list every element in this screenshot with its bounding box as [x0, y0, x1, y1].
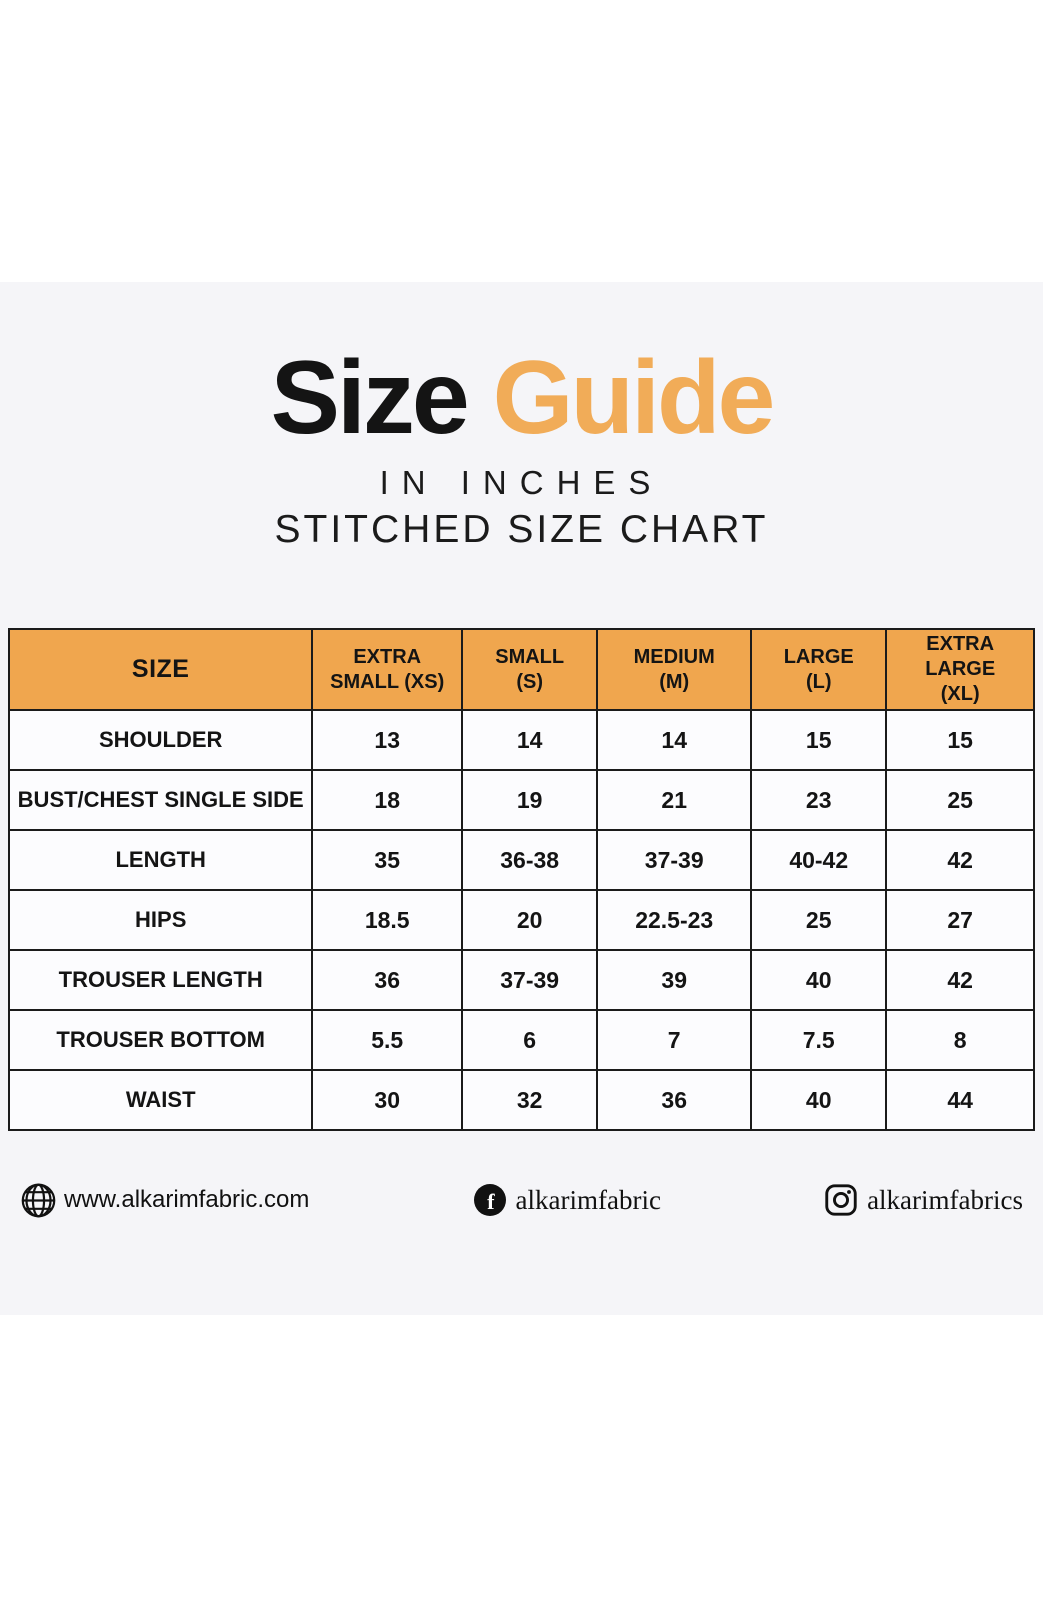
size-value-cell: 30 [311, 1069, 464, 1131]
column-header: MEDIUM (M) [596, 628, 753, 711]
size-value-cell: 22.5-23 [596, 889, 753, 951]
size-value-cell: 21 [596, 769, 753, 831]
footer-website: www.alkarimfabric.com [20, 1182, 309, 1219]
column-header-size: SIZE [7, 628, 314, 711]
size-value-cell: 27 [885, 889, 1035, 951]
size-value-cell: 36 [311, 949, 464, 1011]
subtitle-stitched-size-chart: STITCHED SIZE CHART [274, 508, 769, 552]
footer-instagram: alkarimfabrics [825, 1184, 1023, 1216]
size-value-cell: 35 [311, 829, 464, 891]
globe-icon [20, 1182, 57, 1219]
size-table-header-row: SIZE EXTRA SMALL (XS) SMALL (S) MEDIUM (M) L… [7, 628, 1035, 711]
title-word-size: Size [270, 340, 470, 456]
size-value-cell: 19 [461, 769, 599, 831]
size-value-cell: 25 [885, 769, 1035, 831]
row-label: SHOULDER [7, 709, 314, 771]
size-value-cell: 39 [596, 949, 753, 1011]
size-value-cell: 23 [750, 769, 888, 831]
size-table: SIZE EXTRA SMALL (XS) SMALL (S) MEDIUM (M) L… [7, 628, 1035, 1131]
size-value-cell: 44 [885, 1069, 1035, 1131]
size-value-cell: 36 [596, 1069, 753, 1131]
row-label: LENGTH [7, 829, 314, 891]
facebook-icon: f [473, 1184, 506, 1216]
size-value-cell: 42 [885, 949, 1035, 1011]
title-block: Size Guide IN INCHES STITCHED SIZE CHART [0, 282, 1043, 552]
size-value-cell: 20 [461, 889, 599, 951]
svg-text:f: f [487, 1189, 495, 1214]
footer-facebook: f alkarimfabric [473, 1184, 661, 1216]
row-label: WAIST [7, 1069, 314, 1131]
size-value-cell: 36-38 [461, 829, 599, 891]
size-value-cell: 6 [461, 1009, 599, 1071]
row-label: BUST/CHEST SINGLE SIDE [7, 769, 314, 831]
facebook-handle: alkarimfabric [515, 1184, 661, 1215]
table-row: HIPS 18.5 20 22.5-23 25 27 [7, 889, 1035, 951]
size-table-wrapper: SIZE EXTRA SMALL (XS) SMALL (S) MEDIUM (M) L… [7, 628, 1035, 1131]
row-label: TROUSER LENGTH [7, 949, 314, 1011]
size-table-body: SHOULDER 13 14 14 15 15 BUST/CHEST SINGLE SIDE… [7, 709, 1035, 1131]
row-label: TROUSER BOTTOM [7, 1009, 314, 1071]
size-value-cell: 18 [311, 769, 464, 831]
size-value-cell: 15 [885, 709, 1035, 771]
row-label: HIPS [7, 889, 314, 951]
size-value-cell: 7.5 [750, 1009, 888, 1071]
column-header: LARGE (L) [750, 628, 888, 711]
size-value-cell: 14 [461, 709, 599, 771]
title-word-guide: Guide [492, 340, 776, 456]
size-value-cell: 15 [750, 709, 888, 771]
size-value-cell: 37-39 [596, 829, 753, 891]
website-url: www.alkarimfabric.com [64, 1186, 310, 1213]
size-value-cell: 13 [311, 709, 464, 771]
size-value-cell: 40 [750, 1069, 888, 1131]
size-guide-content: Size Guide IN INCHES STITCHED SIZE CHART… [0, 282, 1043, 1315]
column-header: EXTRA LARGE (XL) [885, 628, 1035, 711]
size-value-cell: 42 [885, 829, 1035, 891]
size-value-cell: 7 [596, 1009, 753, 1071]
size-value-cell: 14 [596, 709, 753, 771]
size-value-cell: 25 [750, 889, 888, 951]
instagram-handle: alkarimfabrics [867, 1184, 1023, 1215]
size-value-cell: 5.5 [311, 1009, 464, 1071]
size-value-cell: 8 [885, 1009, 1035, 1071]
size-value-cell: 40 [750, 949, 888, 1011]
size-value-cell: 18.5 [311, 889, 464, 951]
table-row: TROUSER LENGTH 36 37-39 39 40 42 [7, 949, 1035, 1011]
page-title: Size Guide [0, 342, 1043, 454]
column-header: EXTRA SMALL (XS) [311, 628, 464, 711]
table-row: LENGTH 35 36-38 37-39 40-42 42 [7, 829, 1035, 891]
size-value-cell: 37-39 [461, 949, 599, 1011]
footer: www.alkarimfabric.com f alkarimfabric [0, 1150, 1043, 1250]
instagram-icon [825, 1184, 857, 1216]
table-row: SHOULDER 13 14 14 15 15 [7, 709, 1035, 771]
table-row: TROUSER BOTTOM 5.5 6 7 7.5 8 [7, 1009, 1035, 1071]
subtitle-in-inches: IN INCHES [379, 464, 664, 502]
size-value-cell: 32 [461, 1069, 599, 1131]
size-value-cell: 40-42 [750, 829, 888, 891]
table-row: BUST/CHEST SINGLE SIDE 18 19 21 23 25 [7, 769, 1035, 831]
table-row: WAIST 30 32 36 40 44 [7, 1069, 1035, 1131]
column-header: SMALL (S) [461, 628, 599, 711]
